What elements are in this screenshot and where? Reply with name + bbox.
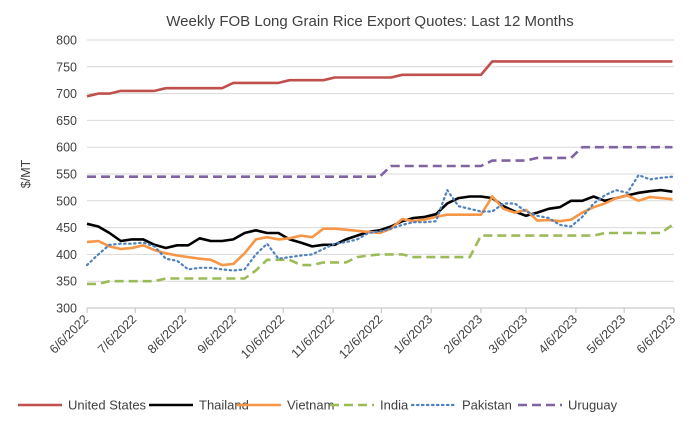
x-tick-label: 6/6/2023 [634, 312, 678, 356]
series-line-pakistan [85, 174, 674, 272]
series-line-india [87, 223, 674, 286]
legend-label: India [380, 398, 409, 413]
x-tick-label: 9/6/2022 [195, 312, 239, 356]
y-tick-label: 700 [56, 87, 77, 101]
y-tick-label: 400 [56, 248, 77, 262]
chart-title: Weekly FOB Long Grain Rice Export Quotes… [166, 13, 573, 30]
x-tick-label: 12/6/2022 [336, 312, 385, 361]
x-tick-label: 11/6/2022 [289, 312, 338, 361]
y-tick-label: 500 [56, 194, 77, 208]
x-tick-label: 1/6/2023 [391, 312, 435, 356]
legend: United States Thailand Vietnam India Pakista… [18, 398, 618, 413]
x-tick-label: 2/6/2023 [441, 312, 485, 356]
legend-label: Vietnam [287, 398, 334, 413]
y-axis-ticks: 300 350 400 450 500 550 600 650 700 750 800 [56, 34, 77, 316]
x-tick-label: 4/6/2023 [536, 312, 580, 356]
series-line-thailand [86, 188, 673, 250]
legend-label: Pakistan [462, 398, 512, 413]
y-tick-label: 650 [56, 114, 77, 128]
x-axis-ticks: 6/6/2022 7/6/2022 8/6/2022 9/6/2022 10/6/202… [47, 308, 678, 361]
x-tick-label: 8/6/2022 [145, 312, 189, 356]
x-tick-label: 6/6/2022 [47, 312, 91, 356]
legend-label: Uruguay [568, 398, 618, 413]
series-line-united-states [86, 60, 673, 98]
y-tick-label: 350 [56, 275, 77, 289]
y-tick-label: 550 [56, 168, 77, 182]
y-tick-label: 300 [56, 302, 77, 316]
series-line-uruguay [87, 145, 673, 178]
x-tick-label: 10/6/2022 [238, 312, 287, 361]
y-tick-label: 600 [56, 141, 77, 155]
y-tick-label: 450 [56, 221, 77, 235]
legend-label: Thailand [199, 398, 249, 413]
y-axis-label: $/MT [19, 159, 33, 188]
x-tick-label: 3/6/2023 [486, 312, 530, 356]
gridlines [87, 39, 674, 309]
x-tick-label: 7/6/2022 [95, 312, 139, 356]
x-tick-label: 5/6/2023 [584, 312, 628, 356]
series-line-vietnam [86, 194, 673, 267]
y-tick-label: 750 [56, 60, 77, 74]
legend-label: United States [68, 398, 147, 413]
y-tick-label: 800 [56, 34, 77, 48]
series-lines [85, 60, 674, 286]
